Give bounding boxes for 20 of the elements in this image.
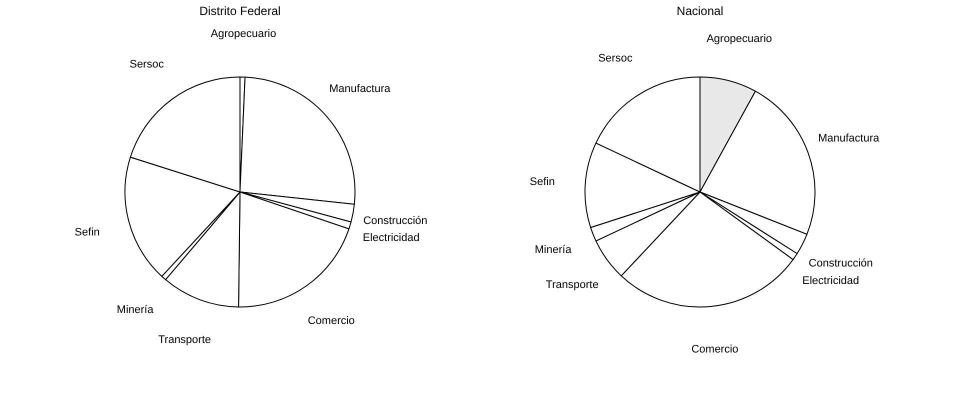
slice-label: Manufactura (329, 83, 392, 96)
slice-label: Transporte (158, 334, 212, 346)
slice-label: Minería (534, 244, 572, 256)
slice-label: Transporte (546, 278, 599, 291)
slice-label: Sefin (74, 226, 100, 238)
slice-label: Agropecuario (706, 32, 772, 45)
slice-label: Electricidad (362, 232, 420, 244)
slice-label: Comercio (691, 343, 738, 356)
slice-label: Sefin (530, 176, 555, 188)
slice-label: Construcción (808, 258, 873, 270)
slice-label: Sersoc (598, 52, 633, 65)
chart-title: Nacional (676, 4, 724, 18)
slice-label: Construcción (363, 215, 428, 228)
slice-label: Electricidad (802, 274, 860, 287)
slice-label: Minería (116, 304, 154, 316)
slice-label: Comercio (308, 314, 355, 327)
chart-title: Distrito Federal (199, 4, 281, 18)
slice-label: Sersoc (130, 58, 164, 70)
slice-label: Manufactura (818, 132, 880, 144)
slice-label: Agropecuario (210, 28, 276, 40)
